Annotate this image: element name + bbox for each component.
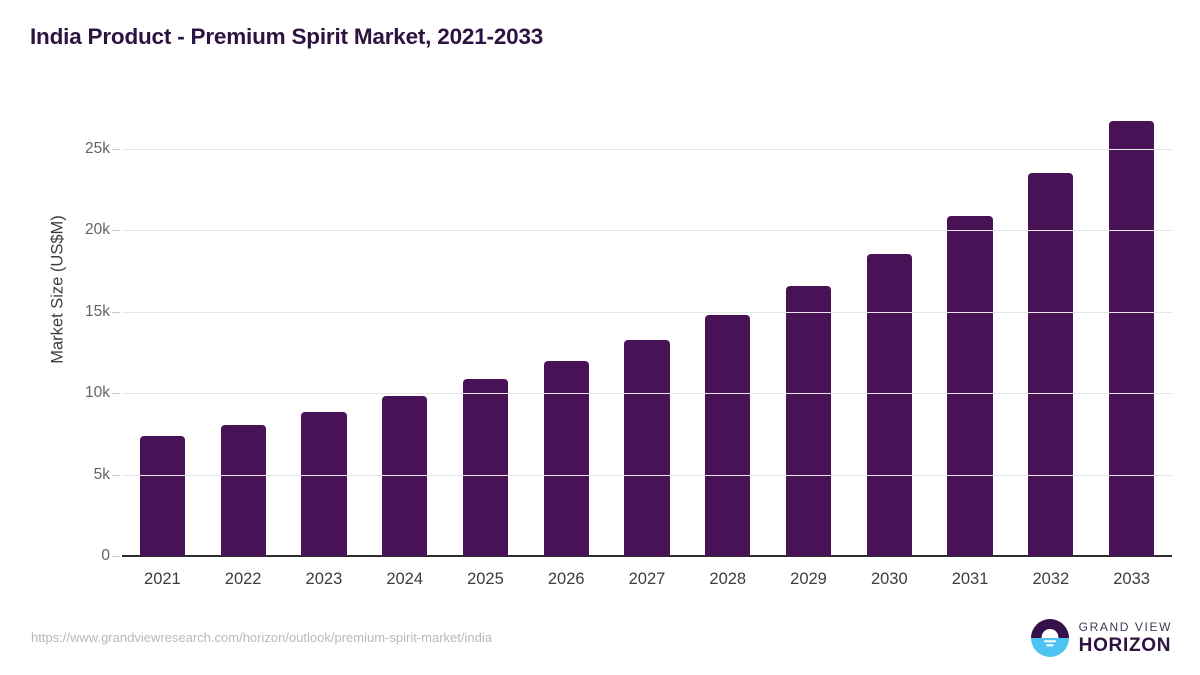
bar-slot <box>1028 100 1074 556</box>
x-axis-tick-label: 2021 <box>144 570 181 588</box>
x-axis-tick-label: 2023 <box>305 570 343 588</box>
bar-slot <box>866 100 912 556</box>
bar[interactable] <box>220 425 266 556</box>
y-axis-tick-mark <box>112 148 120 150</box>
plot-area: 0 5k 10k 15k 20k 25k 2021 2022 2023 2024 2025 2026 2… <box>85 100 1172 588</box>
x-axis-tick-label: 2033 <box>1113 570 1150 588</box>
gridline <box>122 148 1172 150</box>
bar[interactable] <box>543 361 589 556</box>
bar[interactable] <box>382 395 428 556</box>
bar-slot <box>543 100 589 556</box>
x-axis-tick-label: 2030 <box>870 570 908 588</box>
grand-view-horizon-logo: GRAND VIEW HORIZON <box>1030 618 1172 658</box>
bar-slot <box>382 100 428 556</box>
horizon-logo-icon <box>1030 618 1070 658</box>
y-axis-tick-mark <box>112 393 120 395</box>
x-axis-line <box>122 555 1172 557</box>
source-url[interactable]: https://www.grandviewresearch.com/horizo… <box>31 630 492 645</box>
y-axis-tick-label: 25k <box>85 139 110 157</box>
y-axis-tick-label: 10k <box>85 384 110 402</box>
x-axis-tick-label: 2028 <box>709 570 747 588</box>
bar-slot <box>947 100 993 556</box>
bar[interactable] <box>705 315 751 556</box>
y-axis-tick-label: 15k <box>85 302 110 320</box>
y-axis-tick-label: 5k <box>93 465 110 483</box>
y-axis-tick-label: 20k <box>85 221 110 239</box>
logo-line-1: GRAND VIEW <box>1078 620 1172 634</box>
y-axis-tick-mark <box>112 474 120 476</box>
bar[interactable] <box>947 215 993 556</box>
x-axis-tick-label: 2027 <box>628 570 666 588</box>
bar-series <box>122 100 1172 556</box>
y-axis-title: Market Size (US$M) <box>48 215 67 364</box>
bar-slot <box>705 100 751 556</box>
gridline <box>122 311 1172 313</box>
bar-slot <box>1109 100 1155 556</box>
bar[interactable] <box>301 411 347 556</box>
y-axis-tick-label: 0 <box>101 547 110 564</box>
x-axis-tick-label: 2022 <box>224 570 262 588</box>
bar-slot <box>462 100 509 556</box>
y-axis-tick-mark <box>112 556 120 557</box>
bar-slot <box>139 100 185 556</box>
x-axis-tick-label: 2032 <box>1032 570 1070 588</box>
bar[interactable] <box>866 254 912 556</box>
bar[interactable] <box>624 340 670 556</box>
bar[interactable] <box>139 436 185 556</box>
x-axis-tick-label: 2025 <box>467 570 504 588</box>
logo-line-2: HORIZON <box>1078 635 1172 656</box>
gridline <box>122 230 1172 232</box>
bar[interactable] <box>462 379 509 556</box>
bar[interactable] <box>1028 172 1074 556</box>
bar[interactable] <box>785 286 832 556</box>
bar-slot <box>785 100 832 556</box>
gridline <box>122 393 1172 395</box>
y-axis-tick-mark <box>112 230 120 232</box>
bar[interactable] <box>1109 121 1155 556</box>
x-axis-tick-label: 2024 <box>386 570 424 588</box>
bar-slot <box>301 100 347 556</box>
page-title: India Product - Premium Spirit Market, 2… <box>30 24 544 49</box>
x-axis-tick-label: 2029 <box>790 570 827 588</box>
logo-wordmark: GRAND VIEW HORIZON <box>1079 621 1172 655</box>
bar-slot <box>220 100 266 556</box>
y-axis-tick-mark <box>112 311 120 313</box>
bar-slot <box>624 100 670 556</box>
x-axis-tick-label: 2026 <box>547 570 585 588</box>
gridline <box>122 474 1172 476</box>
x-axis-tick-label: 2031 <box>951 570 989 588</box>
